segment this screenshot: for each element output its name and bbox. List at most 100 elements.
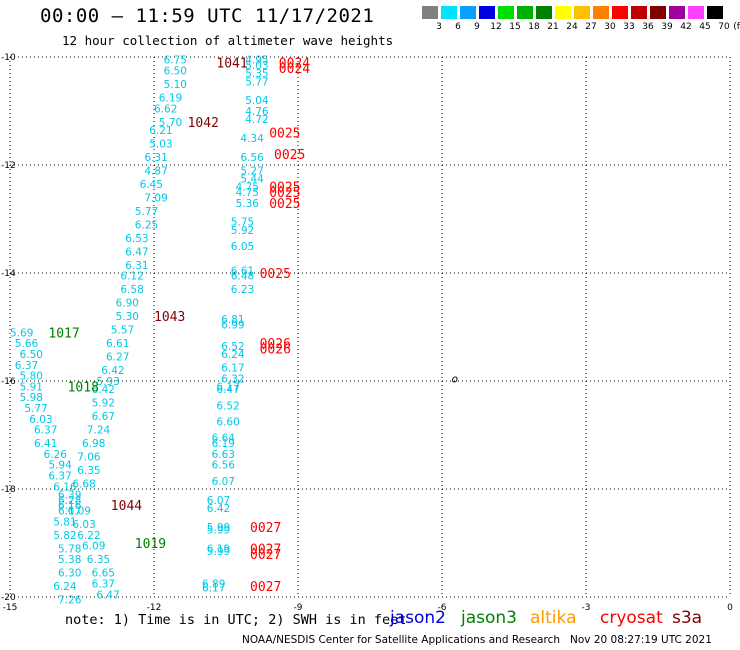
y-tick-label: -12 (1, 161, 16, 171)
scale-swatch (422, 6, 438, 19)
wave-height-label: 5.57 (111, 325, 134, 337)
wave-height-label: 6.31 (125, 260, 148, 272)
wave-height-label: 6.19 (207, 543, 230, 555)
wave-height-label: 5.92 (231, 225, 254, 237)
wave-height-label: 6.24 (221, 349, 245, 361)
scale-label: 24 (566, 22, 578, 32)
wave-height-label: 6.27 (106, 352, 129, 364)
wave-height-label: 6.58 (120, 284, 143, 296)
scale-label: 6 (455, 22, 461, 32)
wave-height-label: 6.22 (77, 530, 100, 542)
scale-label: 30 (604, 22, 616, 32)
wave-height-label: 6.17 (202, 582, 225, 594)
track-id-label: 0024 (279, 56, 310, 71)
scale-swatch (441, 6, 457, 19)
wave-height-label: 6.52 (216, 400, 239, 412)
wave-height-label: 6.98 (82, 438, 105, 450)
track-id-label: 0025 (269, 197, 300, 212)
track-id-label: 0025 (274, 148, 305, 163)
scale-swatch (650, 6, 666, 19)
satellite-cryosat: cryosat (600, 608, 663, 628)
scale-label: 3 (436, 22, 442, 32)
track-id-label: 1043 (154, 310, 185, 325)
wave-height-label: 5.03 (245, 60, 268, 72)
track-id-label: 1044 (111, 499, 142, 514)
wave-height-label: 4.75 (236, 182, 259, 194)
wave-height-label: 4.34 (240, 133, 264, 145)
track-id-label: 0027 (250, 542, 281, 557)
wave-height-label: 6.50 (164, 66, 187, 78)
wave-height-label: 6.35 (87, 554, 110, 566)
wave-height-label: 6.07 (212, 476, 235, 488)
wave-height-label: 6.47 (125, 246, 148, 258)
wave-height-label: 6.60 (216, 417, 239, 429)
y-tick-label: -16 (1, 377, 16, 387)
wave-height-label: 6.61 (231, 265, 254, 277)
wave-height-label: 5.03 (149, 138, 172, 150)
wave-height-label: 4.72 (245, 114, 268, 126)
wave-height-label: 6.37 (34, 425, 57, 437)
wave-height-label: 6.37 (92, 579, 115, 591)
footer-credit: NOAA/NESDIS Center for Satellite Applica… (242, 634, 712, 646)
wave-height-label: 4.87 (144, 165, 167, 177)
wave-height-label: 5.35 (245, 68, 268, 80)
wave-height-label: 6.41 (34, 438, 57, 450)
satellite-altika: altika (530, 608, 577, 628)
wave-height-label: 6.19 (212, 438, 235, 450)
wave-height-label: 6.68 (72, 479, 95, 491)
wave-height-label: 5.94 (48, 460, 72, 472)
wave-height-label: 5.98 (20, 392, 43, 404)
scale-swatch (555, 6, 571, 19)
wave-height-label: 6.17 (216, 381, 239, 393)
track-id-label: 0025 (260, 267, 291, 282)
wave-height-label: 6.61 (106, 338, 129, 350)
wave-height-label: 6.62 (154, 103, 177, 115)
wave-height-label: 6.90 (116, 298, 139, 310)
wave-height-label: 6.37 (15, 360, 38, 372)
scale-label: 36 (642, 22, 654, 32)
wave-height-label: 5.04 (245, 95, 269, 107)
scale-label: 9 (474, 22, 480, 32)
page-subtitle: 12 hour collection of altimeter wave hei… (62, 33, 394, 48)
wave-height-label: 7.26 (58, 595, 82, 607)
track-id-label: 1018 (68, 380, 99, 395)
wave-height-label: 6.24 (53, 581, 77, 593)
scale-swatch (479, 6, 495, 19)
y-tick-label: -14 (1, 269, 16, 279)
y-tick-label: -20 (1, 593, 16, 603)
wave-height-label: 5.30 (116, 311, 139, 323)
wave-height-label: 5.38 (58, 554, 81, 566)
scale-swatch (631, 6, 647, 19)
wave-height-label: 5.77 (245, 76, 268, 88)
track-id-label: 1042 (188, 116, 219, 131)
wave-height-label: 5.77 (24, 403, 47, 415)
track-id-label: 0025 (269, 127, 300, 142)
wave-height-label: 5.99 (207, 546, 230, 558)
wave-height-label: 6.25 (135, 219, 158, 231)
wave-height-label: 6.89 (202, 579, 225, 591)
track-id-label: 1019 (135, 537, 166, 552)
scale-label: 33 (623, 22, 635, 32)
wave-height-label: 6.50 (20, 349, 43, 361)
wave-height-label: 7.09 (144, 192, 167, 204)
track-id-label: 1017 (48, 326, 79, 341)
wave-height-label: 6.19 (159, 93, 182, 105)
wave-height-label: 6.42 (207, 503, 230, 515)
wave-height-label: 6.07 (207, 495, 230, 507)
scale-label: 27 (585, 22, 597, 32)
wave-height-label: 6.52 (221, 341, 244, 353)
wave-height-label: 6.81 (221, 314, 244, 326)
wave-height-label: 4.76 (245, 106, 269, 118)
wave-height-label: 5.75 (231, 217, 254, 229)
wave-height-label: 6.47 (96, 589, 119, 601)
wave-height-label: 6.09 (82, 541, 105, 553)
wave-height-label: 5.69 (10, 327, 33, 339)
scale-label: 18 (528, 22, 540, 32)
wave-height-label: 6.64 (212, 433, 236, 445)
wave-height-label: 6.42 (92, 384, 115, 396)
footer-note: note: 1) Time is in UTC; 2) SWH is in fe… (65, 612, 407, 628)
scale-swatch (612, 6, 628, 19)
wave-height-label: 5.78 (58, 543, 81, 555)
track-id-label: 1041 (216, 56, 247, 71)
